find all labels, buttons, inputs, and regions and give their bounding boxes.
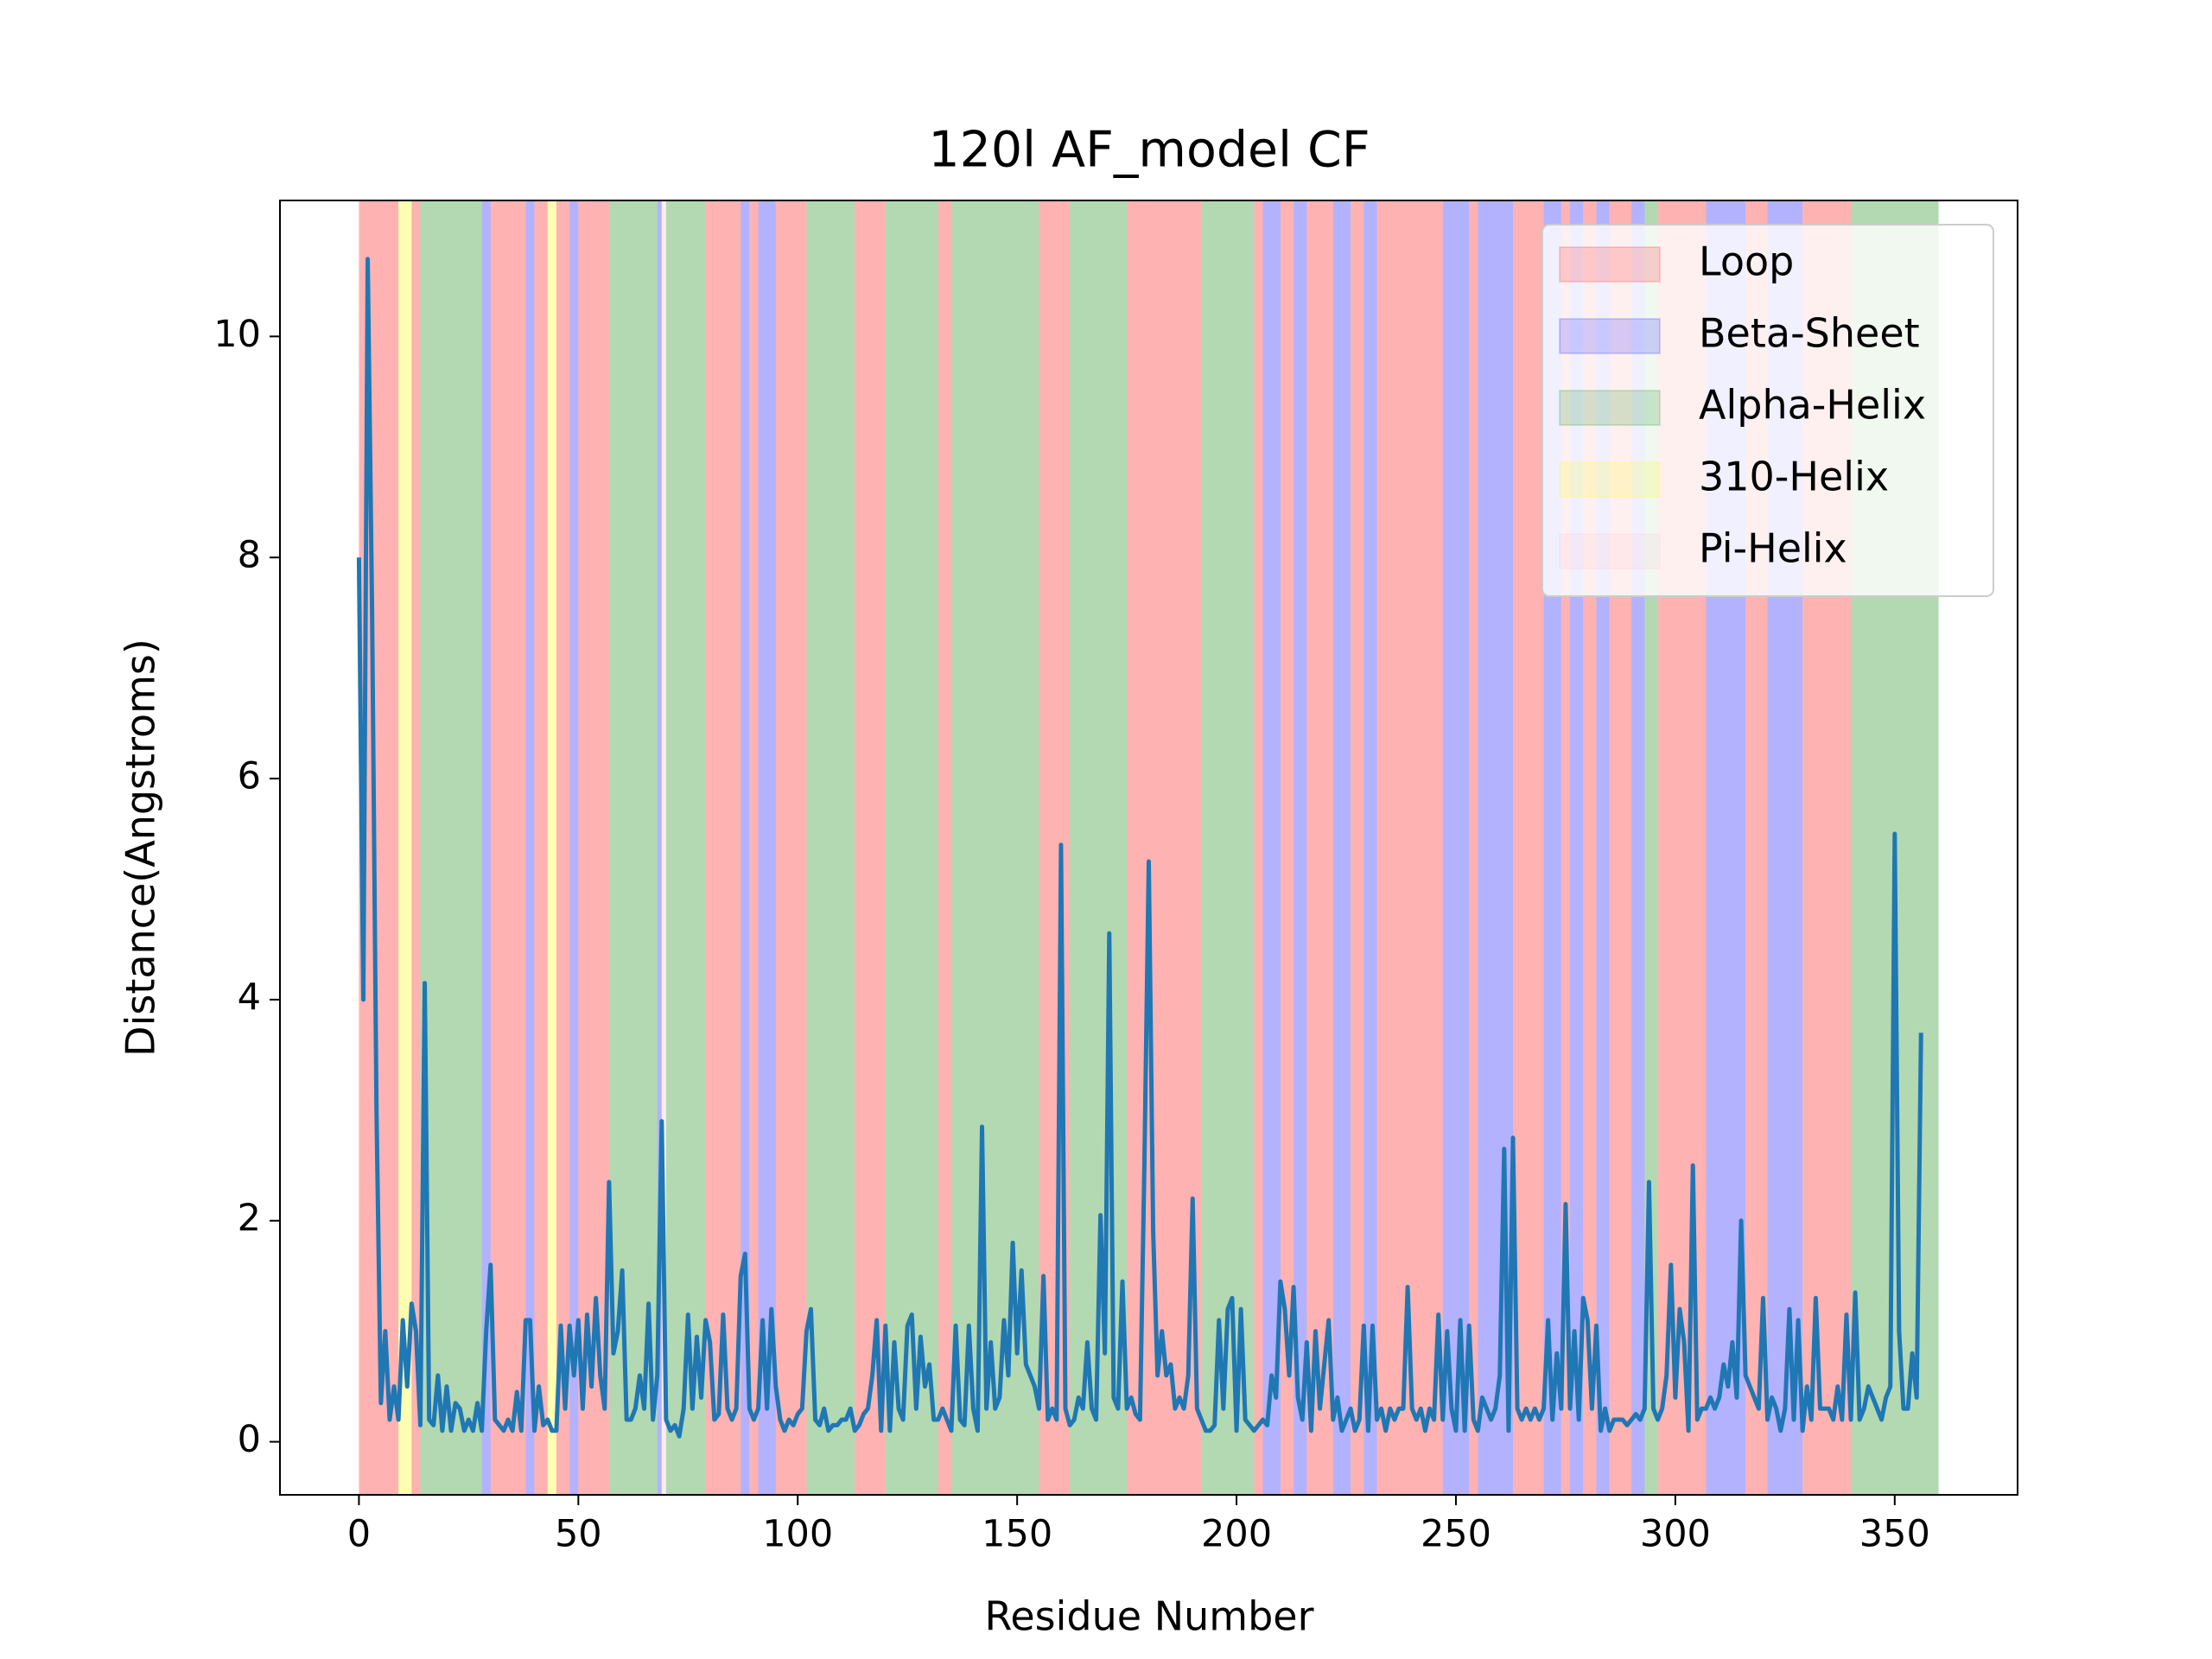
structure-span — [398, 200, 412, 1495]
y-tick-label: 10 — [213, 313, 261, 356]
structure-span — [490, 200, 526, 1495]
structure-span — [758, 200, 776, 1495]
structure-span — [1351, 200, 1364, 1495]
structure-span — [665, 200, 706, 1495]
x-tick-label: 50 — [555, 1513, 602, 1556]
structure-span — [938, 200, 951, 1495]
structure-span — [1254, 200, 1263, 1495]
legend-swatch — [1559, 390, 1661, 426]
structure-span — [525, 200, 535, 1495]
structure-span — [1376, 200, 1443, 1495]
x-tick-label: 250 — [1421, 1513, 1491, 1556]
x-axis-label: Residue Number — [984, 1593, 1313, 1640]
legend: Loop Beta-Sheet Alpha-Helix 310-Helix Pi-Hel… — [1541, 224, 1994, 597]
legend-swatch — [1559, 461, 1661, 498]
structure-span — [705, 200, 741, 1495]
y-tick-label: 6 — [238, 755, 261, 798]
structure-span — [657, 200, 662, 1495]
chart-title: 120l AF_model CF — [928, 122, 1370, 179]
structure-span — [749, 200, 759, 1495]
plot-frame — [279, 200, 2018, 1496]
structure-span — [1201, 200, 1255, 1495]
legend-swatch — [1559, 246, 1661, 283]
structure-span — [950, 200, 1039, 1495]
structure-span — [578, 200, 609, 1495]
x-tick-label: 200 — [1201, 1513, 1272, 1556]
data-line — [356, 257, 1923, 1439]
structure-span — [1442, 200, 1470, 1495]
structure-span — [1294, 200, 1307, 1495]
structure-span — [547, 200, 556, 1495]
y-axis-label: Distance(Angstroms) — [118, 639, 164, 1057]
structure-span — [806, 200, 855, 1495]
structure-span — [411, 200, 421, 1495]
structure-span — [534, 200, 548, 1495]
legend-label: Beta-Sheet — [1699, 310, 1920, 357]
legend-box — [1541, 224, 1994, 597]
structure-span — [481, 200, 491, 1495]
x-tick-label: 100 — [762, 1513, 833, 1556]
structure-span — [1469, 200, 1478, 1495]
structure-span — [1363, 200, 1377, 1495]
legend-swatch — [1559, 318, 1661, 354]
x-tick-label: 150 — [982, 1513, 1052, 1556]
structure-span — [1306, 200, 1333, 1495]
structure-span — [608, 200, 658, 1495]
legend-label: Loop — [1699, 238, 1794, 285]
x-tick-label: 300 — [1640, 1513, 1711, 1556]
legend-label: Alpha-Helix — [1699, 382, 1926, 429]
structure-span — [855, 200, 886, 1495]
x-tick-label: 0 — [347, 1513, 371, 1556]
y-tick-label: 4 — [238, 976, 261, 1019]
y-tick-label: 2 — [238, 1197, 261, 1240]
y-tick-label: 8 — [238, 534, 261, 577]
structure-span — [420, 200, 482, 1495]
structure-span — [1512, 200, 1544, 1495]
structure-span — [569, 200, 579, 1495]
structure-span — [1280, 200, 1294, 1495]
legend-swatch — [1559, 533, 1661, 569]
structure-span — [1560, 200, 1571, 1495]
structure-span — [1262, 200, 1281, 1495]
y-tick-label: 0 — [238, 1418, 261, 1461]
structure-span — [661, 200, 666, 1495]
legend-label: Pi-Helix — [1699, 525, 1847, 572]
structure-span — [885, 200, 938, 1495]
legend-label: 310-Helix — [1699, 454, 1889, 500]
structure-span — [775, 200, 807, 1495]
x-tick-label: 350 — [1859, 1513, 1930, 1556]
structure-span — [1332, 200, 1351, 1495]
structure-span — [741, 200, 750, 1495]
structure-span — [556, 200, 570, 1495]
